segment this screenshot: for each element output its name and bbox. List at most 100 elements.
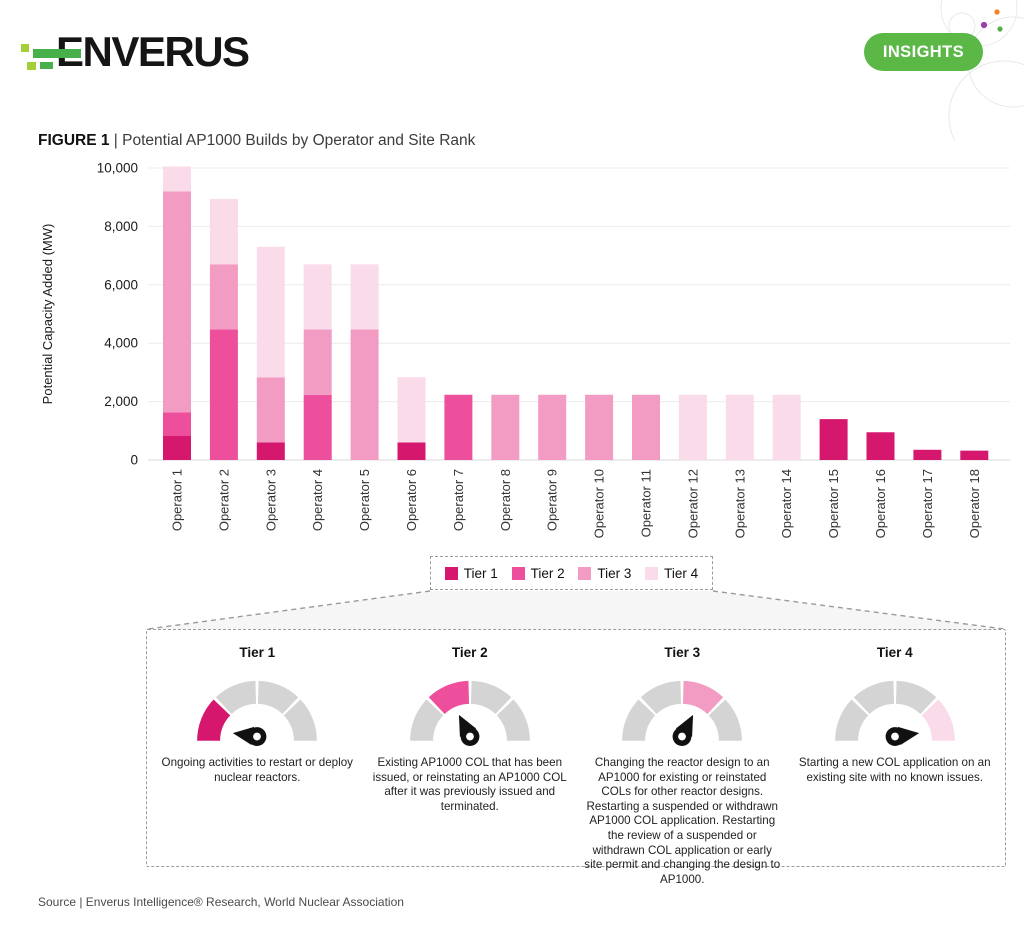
gauge-segment bbox=[197, 699, 231, 741]
x-axis-label: Operator 7 bbox=[451, 469, 466, 531]
logo-green-dash-icon bbox=[21, 44, 29, 52]
gauge-segment bbox=[216, 680, 257, 714]
x-axis-label: Operator 6 bbox=[404, 469, 419, 531]
y-axis-title: Potential Capacity Added (MW) bbox=[40, 224, 55, 405]
gauge-segment bbox=[409, 699, 443, 741]
bar-segment bbox=[397, 442, 426, 460]
legend-connector-funnel bbox=[147, 590, 1005, 630]
bar-segment bbox=[163, 191, 191, 413]
legend-item-tier2: Tier 2 bbox=[511, 566, 565, 581]
bar-segment bbox=[725, 394, 754, 460]
legend-item-tier3: Tier 3 bbox=[578, 566, 631, 581]
tier3-gauge-icon bbox=[622, 680, 743, 746]
gauge-segment bbox=[258, 680, 299, 714]
bar-segment bbox=[303, 329, 332, 395]
x-axis-label: Operator 2 bbox=[216, 469, 231, 531]
bar-segment bbox=[256, 377, 285, 443]
bar-segment bbox=[678, 394, 707, 460]
decor-dot-green bbox=[997, 26, 1003, 32]
gauge-segment bbox=[683, 680, 724, 714]
gauge-segment bbox=[641, 680, 682, 714]
insights-badge[interactable]: INSIGHTS bbox=[863, 33, 983, 71]
x-axis-label: Operator 9 bbox=[545, 469, 560, 531]
bar-segment bbox=[632, 394, 660, 460]
bar-segment bbox=[350, 329, 379, 460]
gauge-needle-hub-hole bbox=[253, 732, 262, 741]
tier4-card: Tier 4 Starting a new COL application on… bbox=[789, 645, 1002, 887]
gauge-segment bbox=[470, 680, 511, 714]
x-axis-label: Operator 4 bbox=[310, 469, 325, 531]
x-axis-label: Operator 14 bbox=[779, 469, 794, 538]
bar-segment bbox=[444, 394, 473, 460]
x-axis-label: Operator 15 bbox=[826, 469, 841, 538]
figure-label: FIGURE 1 bbox=[38, 132, 110, 149]
tier2-gauge-icon bbox=[409, 680, 530, 746]
y-tick-label: 4,000 bbox=[104, 336, 138, 351]
bar-segment bbox=[913, 449, 942, 460]
decor-dot-purple bbox=[980, 21, 988, 29]
stacked-bar-chart: 0 2,000 4,000 6,000 8,000 10,000 Potential Cap… bbox=[40, 161, 1010, 538]
tier2-swatch-icon bbox=[511, 566, 525, 580]
gauge-segment bbox=[709, 699, 743, 741]
logo-green-dash-icon bbox=[27, 62, 36, 70]
tier4-description: Starting a new COL application on an exi… bbox=[798, 756, 991, 784]
bar-segment bbox=[350, 264, 379, 330]
bar-segment bbox=[209, 329, 238, 460]
tier3-description: Changing the reactor design to an AP1000… bbox=[584, 756, 781, 886]
x-axis-label: Operator 17 bbox=[920, 469, 935, 538]
enverus-logo-text: ENVERUS bbox=[56, 28, 250, 75]
tier4-gauge-icon bbox=[834, 680, 955, 746]
y-tick-label: 0 bbox=[130, 453, 138, 468]
gauge-needle-hub-hole bbox=[890, 732, 899, 741]
bar-segment bbox=[585, 394, 614, 460]
tier1-gauge-icon bbox=[197, 680, 318, 746]
gauge-segment bbox=[921, 699, 955, 741]
bar-segment bbox=[256, 246, 285, 378]
y-tick-label: 10,000 bbox=[97, 161, 138, 176]
bar-segment bbox=[397, 377, 426, 443]
bar-segment bbox=[303, 394, 332, 460]
tier4-title: Tier 4 bbox=[876, 645, 913, 660]
source-note: Source | Enverus Intelligence® Research,… bbox=[38, 895, 404, 909]
bar-segment bbox=[960, 450, 989, 460]
tier2-description: Existing AP1000 COL that has been issued… bbox=[372, 756, 567, 813]
bar-segment bbox=[772, 394, 801, 460]
tier2-card: Tier 2 Existing AP1000 COL that has been… bbox=[364, 645, 577, 887]
x-axis-label: Operator 10 bbox=[592, 469, 607, 538]
gauge-needle-hub-hole bbox=[678, 732, 687, 741]
tier3-card: Tier 3 Changing the reactor design to an… bbox=[576, 645, 789, 887]
tier1-description: Ongoing activities to restart or deploy … bbox=[161, 756, 353, 784]
x-axis-label: Operator 5 bbox=[357, 469, 372, 531]
figure-title-text: Potential AP1000 Builds by Operator and … bbox=[122, 132, 476, 149]
tier1-swatch-icon bbox=[444, 566, 458, 580]
bar-segment bbox=[538, 394, 567, 460]
legend-item-tier4: Tier 4 bbox=[645, 566, 698, 581]
gauge-segment bbox=[284, 699, 318, 741]
y-tick-label: 8,000 bbox=[104, 219, 138, 234]
gauge-segment bbox=[895, 680, 936, 714]
x-axis-label: Operator 16 bbox=[873, 469, 888, 538]
decor-dot-orange bbox=[994, 9, 1000, 15]
bar-segment bbox=[209, 199, 238, 265]
enverus-logo: ENVERUS bbox=[0, 0, 260, 90]
tier2-title: Tier 2 bbox=[451, 645, 488, 660]
tier1-card: Tier 1 Ongoing activities to restart or … bbox=[151, 645, 364, 887]
x-axis-label: Operator 1 bbox=[170, 469, 185, 531]
x-axis-label: Operator 11 bbox=[639, 469, 654, 537]
tier4-swatch-icon bbox=[645, 566, 659, 580]
x-axis-label: Operator 12 bbox=[685, 469, 700, 538]
bar-segment bbox=[819, 419, 848, 460]
bar-segment bbox=[163, 412, 191, 436]
gauge-segment bbox=[853, 680, 894, 714]
tier1-title: Tier 1 bbox=[239, 645, 276, 660]
gauge-segment bbox=[428, 680, 469, 714]
x-axis-label: Operator 8 bbox=[498, 469, 513, 531]
chart-legend: Tier 1 Tier 2 Tier 3 Tier 4 bbox=[430, 556, 713, 590]
tier3-title: Tier 3 bbox=[664, 645, 701, 660]
y-tick-label: 6,000 bbox=[104, 277, 138, 292]
gauge-segment bbox=[622, 699, 656, 741]
bar-segment bbox=[491, 394, 520, 460]
x-axis-label: Operator 13 bbox=[732, 469, 747, 538]
logo-green-bar-icon bbox=[33, 49, 81, 58]
